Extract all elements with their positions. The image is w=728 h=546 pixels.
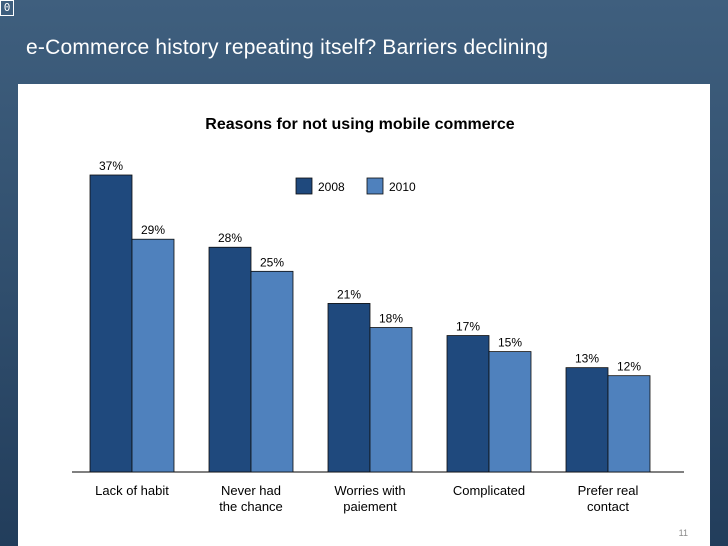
- chart-title: Reasons for not using mobile commerce: [205, 116, 515, 133]
- page-number: 11: [678, 528, 688, 538]
- legend-swatch-2010: [366, 177, 384, 195]
- bar-chart: Reasons for not using mobile commerce 37%…: [72, 116, 684, 514]
- bar-2010-2: [369, 327, 413, 473]
- data-label-2008-4: 13%: [575, 352, 599, 366]
- category-label-2-0: Worries with: [334, 483, 405, 498]
- bar-2008-1: [208, 246, 252, 473]
- chart-panel: Reasons for not using mobile commerce 37%…: [18, 84, 710, 546]
- category-label-1-1: the chance: [219, 499, 283, 514]
- data-label-2010-2: 18%: [379, 312, 403, 326]
- bar-2010-3: [488, 351, 532, 473]
- category-label-1-0: Never had: [221, 483, 281, 498]
- data-label-2010-0: 29%: [141, 223, 165, 237]
- bar-2010-0: [131, 238, 175, 473]
- legend-label-2008: 2008: [318, 180, 345, 194]
- data-label-2010-3: 15%: [498, 336, 522, 350]
- data-label-2008-0: 37%: [99, 159, 123, 173]
- legend-label-2010: 2010: [389, 180, 416, 194]
- corner-badge: 0: [0, 0, 14, 16]
- bar-2008-2: [327, 303, 371, 473]
- bar-2008-0: [89, 174, 133, 473]
- data-label-2008-1: 28%: [218, 231, 242, 245]
- bar-2010-4: [607, 375, 651, 473]
- data-label-2010-1: 25%: [260, 255, 284, 269]
- bar-2010-1: [250, 270, 294, 473]
- slide-title: e-Commerce history repeating itself? Bar…: [26, 36, 549, 59]
- category-label-4-1: contact: [587, 499, 629, 514]
- data-label-2008-3: 17%: [456, 320, 480, 334]
- category-label-3-0: Complicated: [453, 483, 525, 498]
- bar-2008-3: [446, 335, 490, 473]
- category-label-4-0: Prefer real: [578, 483, 639, 498]
- bar-2008-4: [565, 367, 609, 473]
- legend-swatch-2008: [295, 177, 313, 195]
- category-label-0-0: Lack of habit: [95, 483, 169, 498]
- data-label-2010-4: 12%: [617, 360, 641, 374]
- category-label-2-1: paiement: [343, 499, 397, 514]
- data-label-2008-2: 21%: [337, 287, 361, 301]
